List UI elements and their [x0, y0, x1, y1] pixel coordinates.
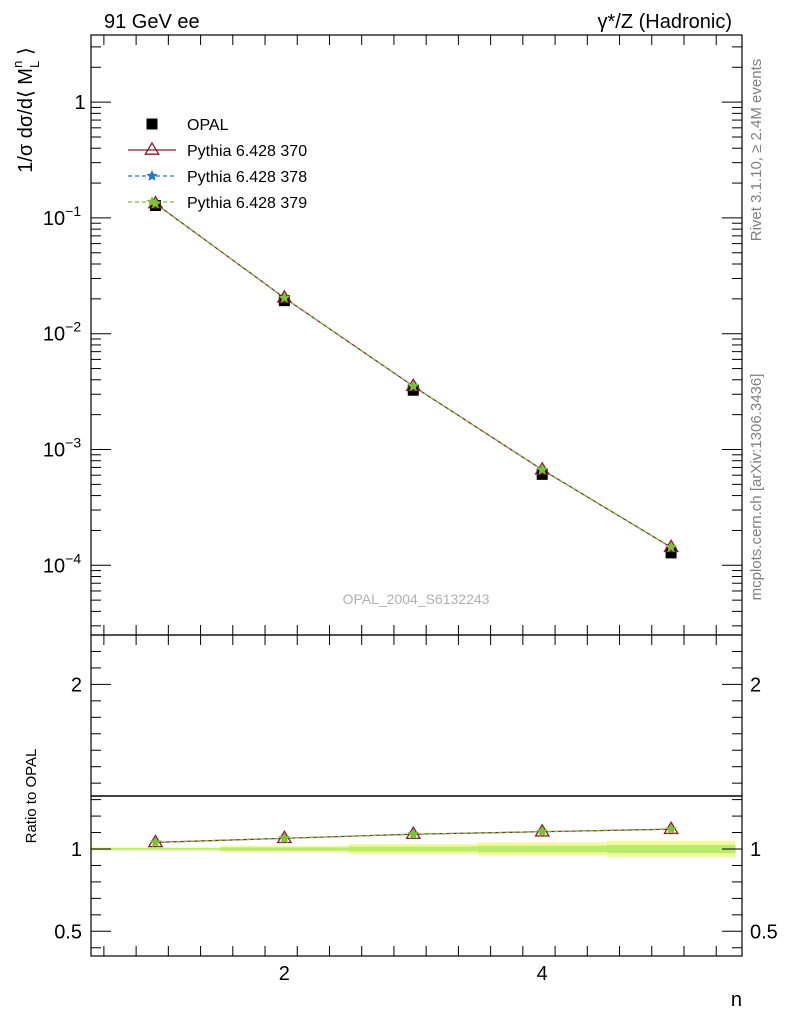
ratio-markers-layer: [147, 820, 679, 848]
data-point-3-0: [149, 197, 162, 209]
header-left: 91 GeV ee: [104, 11, 200, 33]
rivet-version-label: Rivet 3.1.10, ≥ 2.4M events: [748, 59, 765, 242]
legend-label-0: OPAL: [187, 117, 229, 134]
legend-label-3: Pythia 6.428 379: [187, 195, 307, 212]
ratio-band-inner: [348, 846, 478, 852]
y-tick-label: 1: [74, 92, 85, 114]
legend: OPAL Pythia 6.428 370 Pythia 6.428 378 Pyth…: [128, 117, 307, 212]
ratio-frame: [90, 634, 743, 957]
ratio-point-2-3: [536, 825, 548, 837]
ratio-band-inner: [477, 845, 607, 853]
main-y-tick-labels: 1 10−1 10−2 10−3 10−4: [43, 92, 86, 577]
ratio-point-2-1: [278, 832, 291, 844]
ratio-y-tick-label-right: 2: [750, 674, 761, 696]
ratio-band-inner: [91, 848, 220, 850]
data-point-3-1: [278, 291, 291, 303]
header-right: γ*/Z (Hadronic): [598, 11, 732, 33]
legend-label-2: Pythia 6.428 378: [187, 169, 307, 186]
series-line-3: [155, 203, 672, 548]
ratio-band-inner: [219, 847, 349, 851]
data-point-3-3: [536, 463, 548, 475]
series-line-2: [155, 203, 672, 548]
data-point-3-4: [665, 541, 677, 553]
ratio-y-tick-label-left: 0.5: [54, 921, 82, 943]
legend-marker-3: [146, 196, 158, 207]
ratio-point-2-4: [665, 823, 677, 835]
legend-marker-1: [144, 141, 160, 155]
ratio-point-2-0: [149, 836, 162, 848]
ratio-y-tick-label-right: 0.5: [750, 921, 778, 943]
ratio-ticks-layer: [91, 635, 742, 956]
ratio-y-axis-label: Ratio to OPAL: [23, 749, 40, 844]
ratio-y-tick-label-left: 2: [71, 674, 82, 696]
main-ticks-layer: [91, 35, 742, 635]
data-point-3-2: [407, 380, 419, 392]
analysis-watermark: OPAL_2004_S6132243: [343, 591, 490, 607]
y-tick-label: 10−3: [43, 434, 81, 461]
ratio-band-layer: [91, 840, 736, 858]
ratio-band-inner: [606, 844, 736, 854]
legend-marker-2: [146, 170, 158, 181]
legend-label-1: Pythia 6.428 370: [187, 143, 307, 160]
mcplots-label: mcplots.cern.ch [arXiv:1306.3436]: [748, 374, 765, 601]
y-tick-exponent: −1: [65, 203, 81, 219]
y-tick-exponent: −4: [65, 550, 81, 566]
main-markers-layer: [147, 195, 679, 559]
y-tick-exponent: −2: [65, 319, 81, 335]
y-tick-label: 10−1: [43, 203, 81, 230]
x-tick-label: 4: [537, 963, 548, 985]
data-point-0-1: [278, 295, 290, 307]
main-y-axis-label: 1/σ dσ/d⟨ MLn ⟩: [10, 47, 42, 173]
ratio-y-tick-label-left: 1: [71, 839, 82, 861]
x-tick-label: 2: [279, 963, 290, 985]
x-axis-label: n: [731, 989, 742, 1011]
ratio-y-tick-label-right: 1: [750, 839, 761, 861]
y-tick-exponent: −3: [65, 434, 81, 450]
main-panel: 1 10−1 10−2 10−3 10−4 1/σ dσ/d⟨ MLn ⟩ OPAL_2…: [10, 34, 743, 636]
main-lines-layer: [155, 203, 672, 548]
ratio-point-2-2: [407, 828, 419, 839]
legend-marker-0: [146, 118, 158, 130]
ratio-line-2: [155, 828, 672, 843]
y-tick-label: 10−2: [43, 319, 81, 346]
data-point-0-4: [665, 547, 677, 559]
ratio-y-tick-labels: 0.5 0.5 1 1 2 2: [54, 674, 778, 943]
series-line-1: [155, 203, 672, 548]
y-tick-label: 10−4: [43, 550, 81, 577]
